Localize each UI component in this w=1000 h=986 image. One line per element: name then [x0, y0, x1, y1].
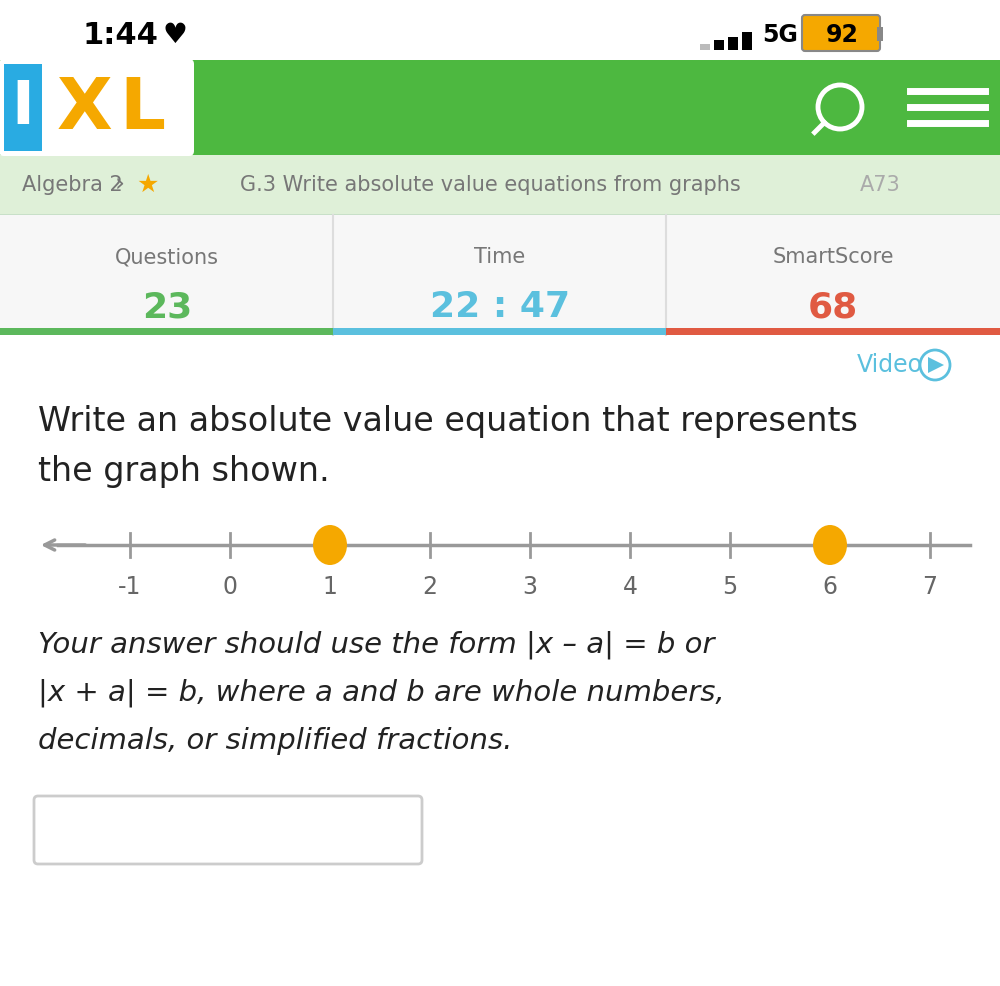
- Bar: [728, 36, 738, 50]
- Text: X: X: [56, 75, 112, 144]
- Text: the graph shown.: the graph shown.: [38, 456, 330, 488]
- Text: G.3 Write absolute value equations from graphs: G.3 Write absolute value equations from …: [240, 175, 740, 195]
- Text: 1:44: 1:44: [82, 21, 158, 49]
- FancyBboxPatch shape: [802, 15, 880, 51]
- Text: ♥: ♥: [163, 21, 187, 49]
- Text: Write an absolute value equation that represents: Write an absolute value equation that re…: [38, 405, 858, 439]
- Text: 4: 4: [622, 575, 638, 599]
- Text: 0: 0: [222, 575, 238, 599]
- Bar: [0, 214, 1000, 215]
- Text: 6: 6: [822, 575, 838, 599]
- Text: 22 : 47: 22 : 47: [430, 290, 570, 324]
- Bar: [700, 43, 710, 50]
- Text: 23: 23: [142, 290, 192, 324]
- Ellipse shape: [313, 525, 347, 565]
- FancyBboxPatch shape: [0, 59, 194, 156]
- Bar: [714, 40, 724, 50]
- Polygon shape: [928, 357, 944, 373]
- Text: decimals, or simplified fractions.: decimals, or simplified fractions.: [38, 727, 512, 755]
- Bar: [666, 328, 1000, 335]
- Bar: [4, 64, 42, 151]
- Text: I: I: [12, 78, 34, 137]
- Text: Video: Video: [857, 353, 923, 377]
- Bar: [0, 328, 333, 335]
- Text: A73: A73: [860, 175, 900, 195]
- Text: ›: ›: [115, 173, 125, 197]
- Text: SmartScore: SmartScore: [772, 247, 894, 267]
- Text: Algebra 2: Algebra 2: [22, 175, 122, 195]
- Text: 1: 1: [323, 575, 337, 599]
- Text: 5G: 5G: [762, 23, 798, 47]
- Text: 92: 92: [826, 23, 858, 47]
- Bar: [333, 328, 666, 335]
- Bar: [0, 155, 1000, 215]
- Text: -1: -1: [118, 575, 142, 599]
- Text: Your answer should use the form |x – a| = b or: Your answer should use the form |x – a| …: [38, 631, 714, 660]
- Bar: [742, 32, 752, 50]
- FancyBboxPatch shape: [34, 796, 422, 864]
- Bar: [877, 27, 883, 41]
- Text: 7: 7: [922, 575, 938, 599]
- Text: 68: 68: [808, 290, 858, 324]
- Text: 3: 3: [522, 575, 538, 599]
- Bar: [0, 60, 1000, 155]
- Text: ★: ★: [137, 173, 159, 197]
- Text: 5: 5: [722, 575, 738, 599]
- Bar: [0, 215, 1000, 335]
- Text: L: L: [119, 75, 165, 144]
- Text: 2: 2: [422, 575, 438, 599]
- Text: Time: Time: [474, 247, 526, 267]
- Text: |x + a| = b, where a and b are whole numbers,: |x + a| = b, where a and b are whole num…: [38, 678, 725, 707]
- Text: Questions: Questions: [115, 247, 219, 267]
- Ellipse shape: [813, 525, 847, 565]
